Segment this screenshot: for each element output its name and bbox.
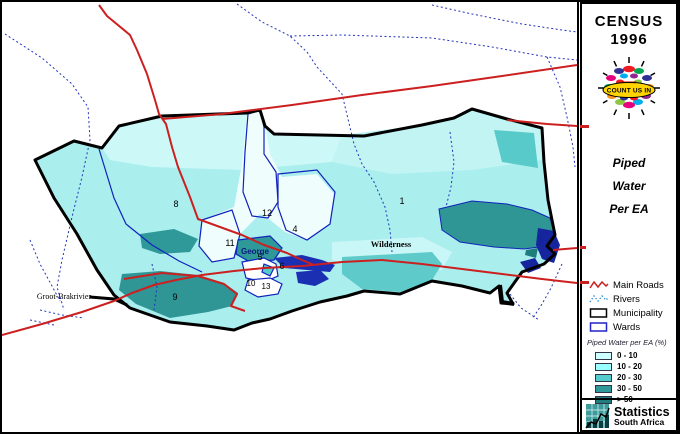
road-tick [580, 125, 589, 128]
map-title-line1: Piped [612, 156, 646, 170]
ward-number: 5 [257, 252, 262, 262]
stats-sa-line2: South Africa [614, 417, 665, 427]
ward-number: 6 [279, 261, 284, 271]
wards-icon [589, 322, 608, 332]
legend-label: Rivers [613, 293, 640, 305]
municipality-outline [33, 107, 557, 332]
legend-label: Wards [613, 321, 641, 333]
map-labels-layer: 1 4 5 6 8 9 10 11 12 13 George Wildernes… [37, 196, 412, 302]
legend-label: Municipality [613, 307, 663, 319]
choropleth-legend: Piped Water per EA (%) 0 - 10 10 - 20 20… [587, 338, 674, 405]
map-title-line3: Per EA [609, 202, 649, 216]
george-town-patch [235, 235, 283, 263]
count-us-in-icon: COUNT US IN [598, 57, 660, 119]
map-svg: 1 4 5 6 8 9 10 11 12 13 George Wildernes… [2, 3, 577, 336]
ward-number: 8 [173, 199, 178, 209]
choropleth-class-row: 30 - 50 [587, 383, 674, 394]
legend-item-rivers: Rivers [589, 292, 674, 306]
stats-sa-line1: Statistics [614, 404, 670, 419]
ward-number: 12 [262, 208, 272, 218]
patch-20-30-south [342, 252, 442, 292]
class-label: 30 - 50 [617, 384, 642, 393]
stats-sa-logo: Statistics South Africa [585, 402, 676, 430]
urban-ward-cluster [274, 255, 335, 272]
census-title-line1: CENSUS [594, 13, 664, 30]
legend-item-municipality: Municipality [589, 306, 674, 320]
legend-item-wards: Wards [589, 320, 674, 334]
main-roads-icon [589, 280, 609, 289]
ward-number: 11 [225, 238, 234, 248]
stats-sa-text: Statistics South Africa [614, 404, 670, 427]
ward-4-outline [277, 169, 336, 241]
class-swatch [595, 362, 612, 371]
ward-number: 1 [399, 196, 404, 206]
road-tick [580, 246, 586, 249]
class-swatch [595, 373, 612, 382]
choropleth-class-row: 10 - 20 [587, 361, 674, 372]
choropleth-legend-title: Piped Water per EA (%) [587, 338, 667, 347]
class-label: 10 - 20 [617, 362, 642, 371]
class-swatch [595, 351, 612, 360]
census-title-line2: 1996 [610, 31, 648, 48]
municipality-fill-layer [35, 109, 556, 330]
choropleth-class-row: 0 - 10 [587, 350, 674, 361]
ward-number: 13 [262, 282, 271, 291]
legend-label: Main Roads [613, 279, 664, 291]
ward-11-outline [198, 209, 241, 263]
pale-band-west [102, 110, 342, 170]
legend-item-main-roads: Main Roads [589, 278, 674, 292]
patch-20-30-ne [494, 130, 538, 168]
map-title-line2: Water [612, 179, 646, 193]
ward-number: 4 [292, 224, 297, 234]
main-roads-layer [2, 4, 577, 336]
legend-panel: CENSUS 1996 [580, 2, 678, 432]
coast-pier [498, 284, 515, 306]
place-label-wilderness: Wilderness [371, 239, 412, 249]
pale-band-east [332, 109, 542, 174]
census-title: CENSUS 1996 [582, 13, 676, 49]
choropleth-class-row: 20 - 30 [587, 372, 674, 383]
map-canvas[interactable]: 1 4 5 6 8 9 10 11 12 13 George Wildernes… [2, 2, 579, 432]
stats-sa-icon [585, 404, 610, 429]
class-label: 20 - 30 [617, 373, 642, 382]
class-swatch [595, 384, 612, 393]
road-tick [580, 281, 589, 284]
place-label-groot-brakrivier: Groot-Brakrivier [37, 292, 92, 301]
rivers-layer [4, 3, 577, 326]
rivers-icon [589, 294, 609, 303]
count-us-in-logo: COUNT US IN [594, 52, 664, 124]
coastline-west [89, 295, 128, 307]
george-wards-white [199, 110, 334, 262]
layer-legend: Main Roads Rivers Municipality Wards [589, 278, 674, 334]
map-title: Piped Water Per EA [582, 152, 676, 221]
patch-30-50-ward9 [119, 271, 238, 318]
panel-divider [582, 398, 676, 400]
ward-number: 9 [172, 292, 177, 302]
place-label-george: George [241, 247, 270, 256]
patch-30-50-center [140, 229, 198, 254]
ward-number: 10 [247, 279, 256, 288]
patch-gt50-east-tip [525, 248, 538, 258]
count-us-in-text: COUNT US IN [607, 88, 652, 95]
municipality-icon [589, 308, 608, 318]
class-label: 0 - 10 [617, 351, 638, 360]
municipality-outline-layer [33, 107, 557, 332]
